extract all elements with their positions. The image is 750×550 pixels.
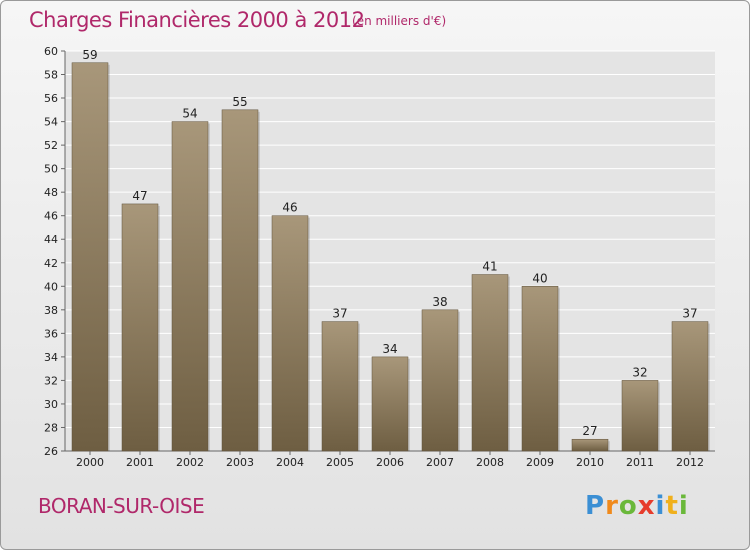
- logo-letter: P: [585, 491, 606, 521]
- proxiti-logo: Proxiti: [585, 491, 689, 521]
- data-label: 47: [132, 189, 147, 203]
- x-tick-label: 2004: [276, 456, 304, 469]
- logo-letter: r: [605, 491, 619, 521]
- data-label: 32: [632, 365, 647, 379]
- x-tick-label: 2002: [176, 456, 204, 469]
- y-tick-label: 58: [44, 69, 58, 82]
- bar: [121, 203, 159, 452]
- x-tick-label: 2000: [76, 456, 104, 469]
- commune-name: BORAN-SUR-OISE: [38, 494, 205, 518]
- y-tick-label: 60: [44, 45, 58, 58]
- bar: [571, 438, 609, 452]
- data-label: 41: [482, 260, 497, 274]
- bar: [71, 62, 109, 452]
- y-tick-label: 32: [44, 374, 58, 387]
- y-tick-label: 40: [44, 280, 58, 293]
- bar: [221, 109, 259, 452]
- logo-letter: x: [637, 491, 656, 521]
- x-tick-label: 2005: [326, 456, 354, 469]
- y-tick-label: 56: [44, 92, 58, 105]
- x-tick-label: 2003: [226, 456, 254, 469]
- y-tick-label: 30: [44, 398, 58, 411]
- logo-letter: o: [618, 491, 638, 521]
- x-tick-label: 2007: [426, 456, 454, 469]
- y-tick-label: 44: [44, 233, 58, 246]
- bar: [321, 321, 359, 452]
- x-tick-label: 2006: [376, 456, 404, 469]
- bar: [671, 321, 709, 452]
- data-label: 34: [382, 342, 397, 356]
- chart-subtitle: (en milliers d'€): [352, 14, 447, 28]
- x-tick-label: 2009: [526, 456, 554, 469]
- y-tick-label: 54: [44, 116, 58, 129]
- y-tick-label: 48: [44, 186, 58, 199]
- data-label: 27: [582, 424, 597, 438]
- x-tick-label: 2012: [676, 456, 704, 469]
- y-tick-label: 50: [44, 163, 58, 176]
- logo-letter: i: [655, 491, 666, 521]
- data-label: 59: [82, 48, 97, 62]
- y-tick-label: 46: [44, 210, 58, 223]
- data-label: 38: [432, 295, 447, 309]
- y-tick-label: 28: [44, 421, 58, 434]
- y-tick-label: 36: [44, 327, 58, 340]
- chart-title: Charges Financières 2000 à 2012: [29, 8, 365, 32]
- bar: [521, 286, 559, 452]
- data-label: 40: [532, 271, 547, 285]
- data-label: 55: [232, 95, 247, 109]
- x-tick-label: 2008: [476, 456, 504, 469]
- bar: [371, 356, 409, 452]
- bar: [621, 380, 659, 452]
- bar: [421, 309, 459, 452]
- y-tick-label: 52: [44, 139, 58, 152]
- x-tick-label: 2011: [626, 456, 654, 469]
- y-tick-label: 26: [44, 445, 58, 458]
- bar: [171, 121, 209, 452]
- data-label: 54: [182, 107, 197, 121]
- y-tick-label: 34: [44, 351, 58, 364]
- y-tick-label: 38: [44, 304, 58, 317]
- data-label: 46: [282, 201, 297, 215]
- logo-letter: t: [665, 491, 679, 521]
- x-tick-label: 2001: [126, 456, 154, 469]
- x-tick-label: 2010: [576, 456, 604, 469]
- logo-letter: i: [678, 491, 689, 521]
- y-tick-label: 42: [44, 257, 58, 270]
- bar: [271, 215, 309, 452]
- data-label: 37: [332, 307, 347, 321]
- bar: [471, 274, 509, 452]
- data-label: 37: [682, 307, 697, 321]
